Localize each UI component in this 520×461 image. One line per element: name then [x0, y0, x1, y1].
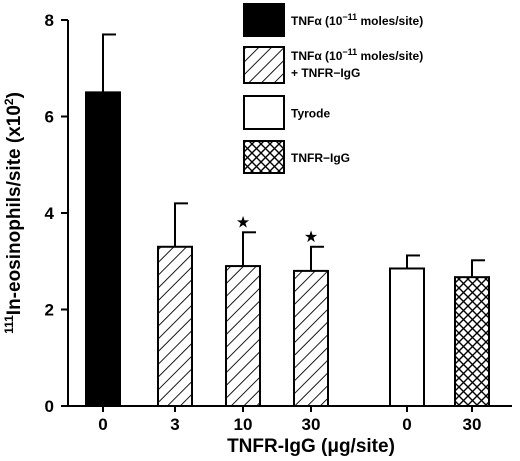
x-tick-label: 0: [98, 415, 107, 434]
legend-label-line2: + TNFR−IgG: [291, 66, 360, 80]
y-tick-label: 4: [45, 204, 55, 223]
x-axis-title: TNFR-IgG (μg/site): [227, 436, 395, 457]
legend-label: TNFR−IgG: [291, 151, 350, 165]
y-tick-label: 2: [45, 301, 54, 320]
y-tick-label: 8: [45, 11, 54, 30]
x-tick-label: 30: [463, 415, 482, 434]
legend-label: Tyrode: [291, 107, 330, 121]
legend-label-text: TNFα (10: [291, 49, 343, 63]
legend-label: TNFα (10−11 moles/site): [291, 12, 423, 28]
x-tick-label: 3: [170, 415, 179, 434]
bar: [157, 245, 193, 407]
legend-swatch: [243, 46, 285, 84]
legend-label-superscript: −11: [342, 12, 357, 22]
bar: [225, 265, 261, 408]
bar: [293, 269, 329, 407]
y-tick-label: 6: [45, 108, 54, 127]
y-axis-title-main: In-eosinophils/site (x10: [4, 105, 25, 315]
significance-star: ★: [236, 214, 250, 231]
legend-label-tail: moles/site): [357, 14, 423, 28]
x-tick-label: 30: [302, 415, 321, 434]
bar: [454, 276, 490, 407]
y-axis-title-exponent: 2: [2, 98, 16, 105]
x-tick-label: 10: [234, 415, 253, 434]
legend-swatch: [243, 95, 285, 130]
bar: [389, 267, 425, 407]
legend-label-text: Tyrode: [291, 107, 330, 121]
y-ticks: 0 2 4 6 8: [45, 11, 68, 416]
x-ticks: 0 3 10 30 0 30: [98, 406, 481, 434]
legend-label-tail: moles/site): [357, 49, 423, 63]
legend: TNFα (10−11 moles/site)TNFα (10−11 moles…: [243, 3, 423, 174]
legend-label: TNFα (10−11 moles/site): [291, 47, 423, 63]
legend-swatch: [243, 3, 285, 37]
significance-star: ★: [304, 229, 318, 246]
axes: [67, 20, 512, 407]
y-axis-title-tail: ): [4, 92, 25, 98]
y-tick-label: 0: [45, 397, 54, 416]
bars: ★★: [85, 33, 490, 408]
y-axis-title-superscript: 111: [2, 315, 16, 334]
y-axis-title: 111In-eosinophils/site (x102): [2, 92, 25, 334]
legend-label-text: TNFR−IgG: [291, 151, 350, 165]
legend-label-superscript: −11: [342, 47, 357, 57]
legend-swatch: [243, 140, 285, 174]
legend-label-text: TNFα (10: [291, 14, 343, 28]
bar: [85, 91, 121, 407]
x-tick-label: 0: [402, 415, 411, 434]
